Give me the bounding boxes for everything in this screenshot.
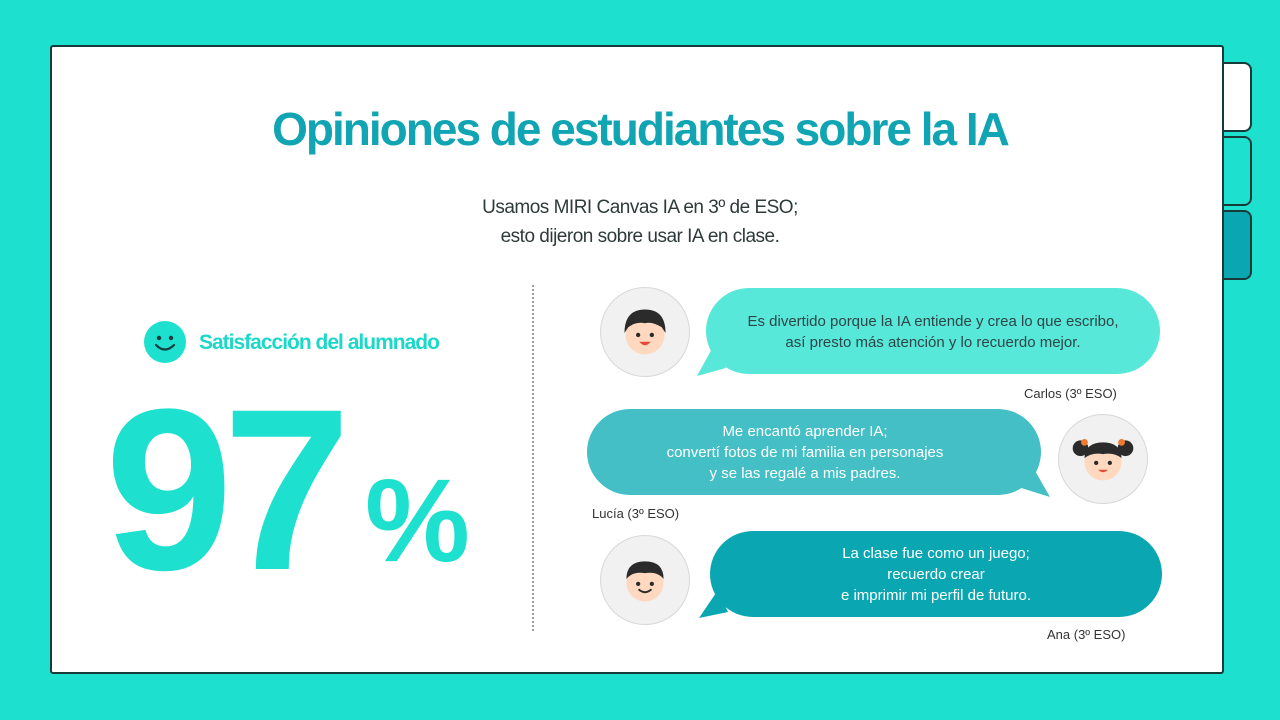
testimonial-2-line-3: y se las regalé a mis padres. <box>709 465 901 482</box>
avatar-carlos <box>600 287 690 377</box>
testimonial-2-line-2: convertí fotos de mi familia en personaj… <box>666 444 944 461</box>
testimonial-1-line-1: Es divertido porque la IA entiende y cre… <box>747 313 1119 330</box>
testimonial-1-author: Carlos (3º ESO) <box>1024 386 1117 401</box>
testimonial-3-author: Ana (3º ESO) <box>1047 627 1126 642</box>
avatar-lucia <box>1058 414 1148 504</box>
slide-subtitle: Usamos MIRI Canvas IA en 3º de ESO; esto… <box>0 193 1280 251</box>
boy-face-icon <box>624 309 666 355</box>
satisfaction-value: 97 <box>105 361 351 618</box>
testimonial-1-text: Es divertido porque la IA entiende y cre… <box>706 311 1160 353</box>
subtitle-line-2: esto dijeron sobre usar IA en clase. <box>500 226 780 247</box>
speech-bubble-1 <box>697 288 1160 376</box>
avatar-ana <box>600 535 690 625</box>
speech-bubble-2 <box>587 409 1050 497</box>
testimonial-3-text: La clase fue como un juego; recuerdo cre… <box>710 543 1162 606</box>
testimonial-2-text: Me encantó aprender IA; convertí fotos d… <box>587 421 1023 484</box>
testimonial-3-line-1: La clase fue como un juego; <box>842 545 1030 562</box>
slide-title: Opiniones de estudiantes sobre la IA <box>272 103 1010 155</box>
satisfaction-unit: % <box>365 455 470 587</box>
kid-face-icon <box>626 561 664 602</box>
testimonial-2-author: Lucía (3º ESO) <box>592 506 680 521</box>
girl-face-icon <box>1072 438 1134 481</box>
satisfaction-label: Satisfacción del alumnado <box>199 331 440 354</box>
testimonial-3-line-2: recuerdo crear <box>887 566 985 583</box>
speech-bubble-3 <box>699 531 1162 618</box>
smiley-icon <box>144 321 186 363</box>
testimonial-3-line-3: e imprimir mi perfil de futuro. <box>840 587 1032 604</box>
testimonial-2-line-1: Me encantó aprender IA; <box>722 423 888 440</box>
subtitle-line-1: Usamos MIRI Canvas IA en 3º de ESO; <box>482 197 798 218</box>
testimonial-1-line-2: así presto más atención y lo recuerdo me… <box>785 334 1081 351</box>
dotted-divider <box>532 285 534 631</box>
